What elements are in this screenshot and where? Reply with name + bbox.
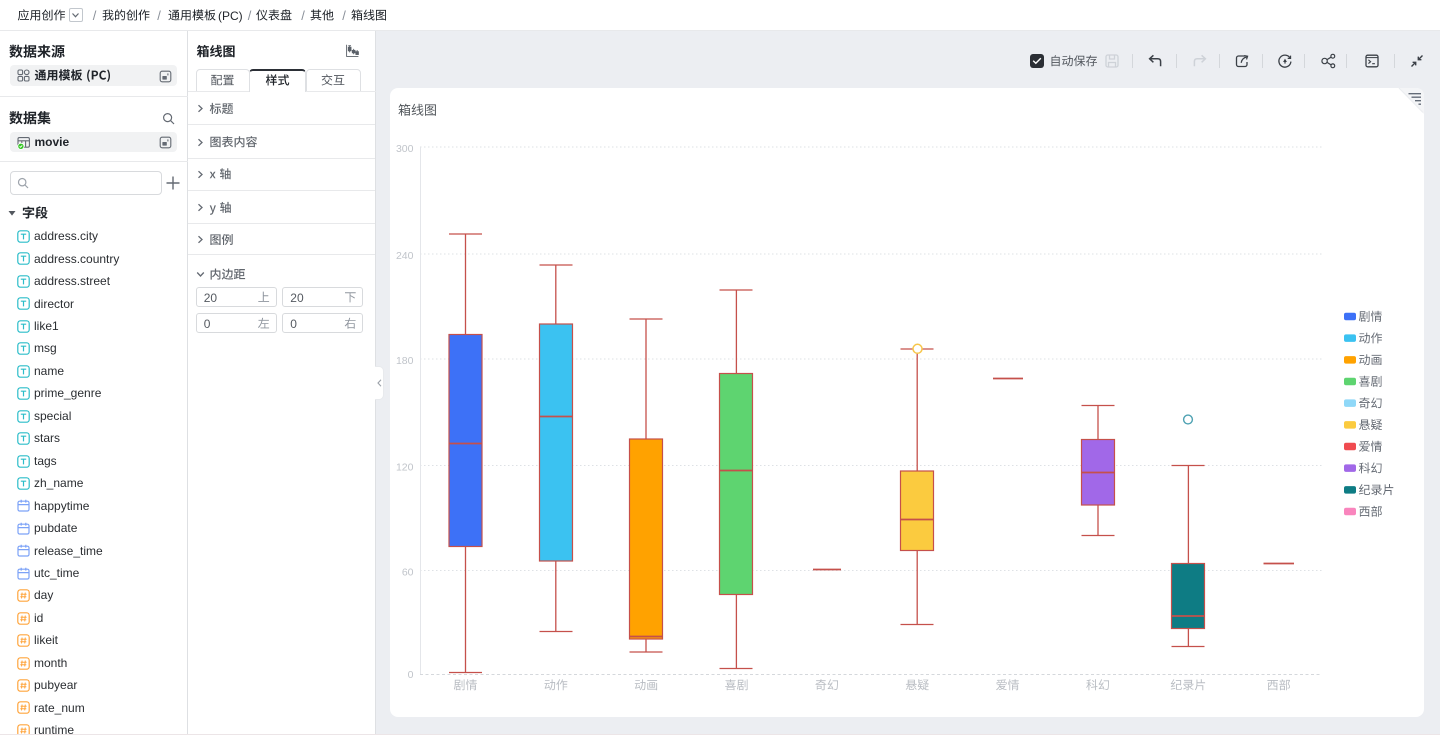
svg-text:300: 300 bbox=[396, 143, 414, 155]
svg-text:0: 0 bbox=[408, 669, 414, 681]
svg-text:120: 120 bbox=[396, 461, 414, 473]
svg-text:240: 240 bbox=[396, 250, 414, 262]
svg-text:60: 60 bbox=[402, 566, 414, 578]
svg-text:180: 180 bbox=[396, 355, 414, 367]
